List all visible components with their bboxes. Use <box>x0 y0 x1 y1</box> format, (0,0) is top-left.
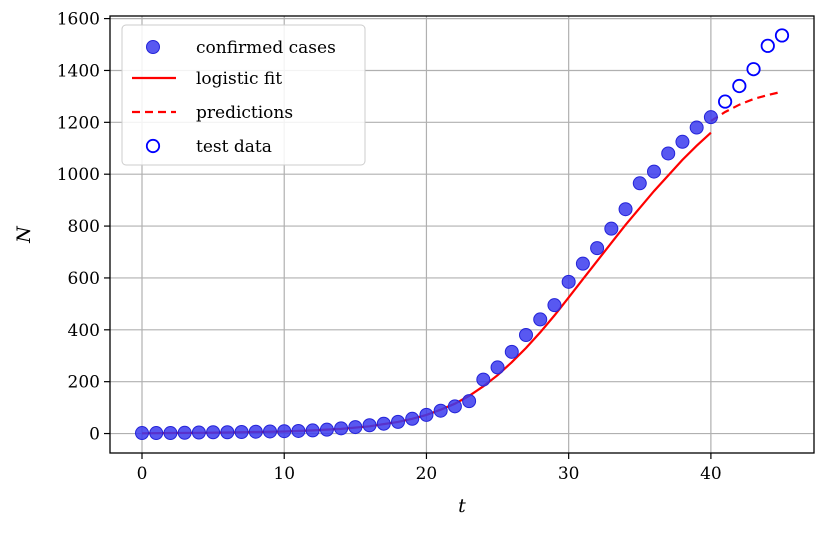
confirmed-point <box>533 312 548 327</box>
confirmed-point <box>490 360 505 375</box>
legend-marker-test <box>145 138 161 154</box>
confirmed-point <box>391 414 405 429</box>
y-tick-label-1400: 1400 <box>57 61 100 81</box>
x-tick-label-40: 40 <box>700 464 722 484</box>
confirmed-point <box>348 420 363 435</box>
confirmed-point <box>149 426 164 441</box>
confirmed-point <box>632 176 647 191</box>
y-axis-label: N <box>13 225 35 244</box>
confirmed-point <box>504 344 519 359</box>
confirmed-point <box>561 274 576 289</box>
confirmed-point <box>248 424 263 439</box>
confirmed-point <box>277 424 292 439</box>
confirmed-point <box>419 407 434 422</box>
confirmed-point <box>234 424 249 439</box>
confirmed-point <box>177 425 192 440</box>
legend-label-0: confirmed cases <box>196 38 336 58</box>
x-axis-label: t <box>458 495 466 517</box>
confirmed-point <box>618 202 633 217</box>
confirmed-point <box>476 372 491 387</box>
test-data-series <box>718 28 790 109</box>
y-tick-label-1600: 1600 <box>57 10 100 30</box>
confirmed-point <box>547 298 562 313</box>
test-point <box>774 28 790 43</box>
legend-box <box>121 24 366 166</box>
y-axis: 0 200 400 600 800 1000 1200 1400 1600 <box>57 10 110 445</box>
confirmed-point <box>163 426 178 441</box>
y-tick-label-400: 400 <box>68 321 100 341</box>
confirmed-point <box>462 394 477 409</box>
confirmed-point <box>135 426 149 441</box>
confirmed-point <box>362 418 377 433</box>
confirmed-point <box>703 110 718 125</box>
confirmed-point <box>519 327 533 342</box>
plot-frame <box>109 15 815 454</box>
y-tick-label-800: 800 <box>68 217 100 237</box>
confirmed-point <box>590 241 605 256</box>
predictions-series <box>710 90 783 122</box>
legend-label-3: test data <box>196 137 272 157</box>
confirmed-point <box>334 421 349 436</box>
confirmed-point <box>206 425 221 440</box>
confirmed-point <box>675 134 690 149</box>
confirmed-point <box>305 423 320 438</box>
confirmed-point <box>405 411 420 426</box>
confirmed-point <box>191 425 206 440</box>
legend-marker-confirmed <box>146 40 160 54</box>
test-point <box>746 62 761 77</box>
confirmed-point <box>604 221 619 236</box>
confirmed-point <box>689 120 704 135</box>
confirmed-point <box>291 423 306 438</box>
confirmed-point <box>263 424 277 439</box>
y-tick-label-200: 200 <box>68 373 100 393</box>
test-point <box>732 78 747 94</box>
x-tick-label-0: 0 <box>137 464 148 484</box>
confirmed-cases-series <box>135 110 718 441</box>
x-tick-label-10: 10 <box>273 464 295 484</box>
y-tick-label-1000: 1000 <box>57 165 100 185</box>
legend-label-2: predictions <box>196 103 293 123</box>
x-tick-label-20: 20 <box>416 464 438 484</box>
confirmed-point <box>647 164 661 179</box>
confirmed-point <box>319 422 334 437</box>
confirmed-point <box>433 403 448 418</box>
test-point <box>718 94 733 109</box>
test-point <box>760 38 775 53</box>
y-tick-label-0: 0 <box>89 425 100 445</box>
x-tick-label-30: 30 <box>558 464 580 484</box>
x-axis: 0 10 20 30 40 <box>137 453 722 484</box>
predictions-line <box>710 90 783 122</box>
y-tick-label-1200: 1200 <box>57 113 100 133</box>
confirmed-point <box>575 256 590 271</box>
confirmed-point <box>220 425 235 440</box>
confirmed-point <box>447 399 462 414</box>
confirmed-point <box>376 416 391 431</box>
legend-label-1: logistic fit <box>196 69 282 89</box>
legend: confirmed cases logistic fit predictions te… <box>121 24 366 166</box>
y-tick-label-600: 600 <box>68 269 100 289</box>
confirmed-point <box>661 146 676 161</box>
